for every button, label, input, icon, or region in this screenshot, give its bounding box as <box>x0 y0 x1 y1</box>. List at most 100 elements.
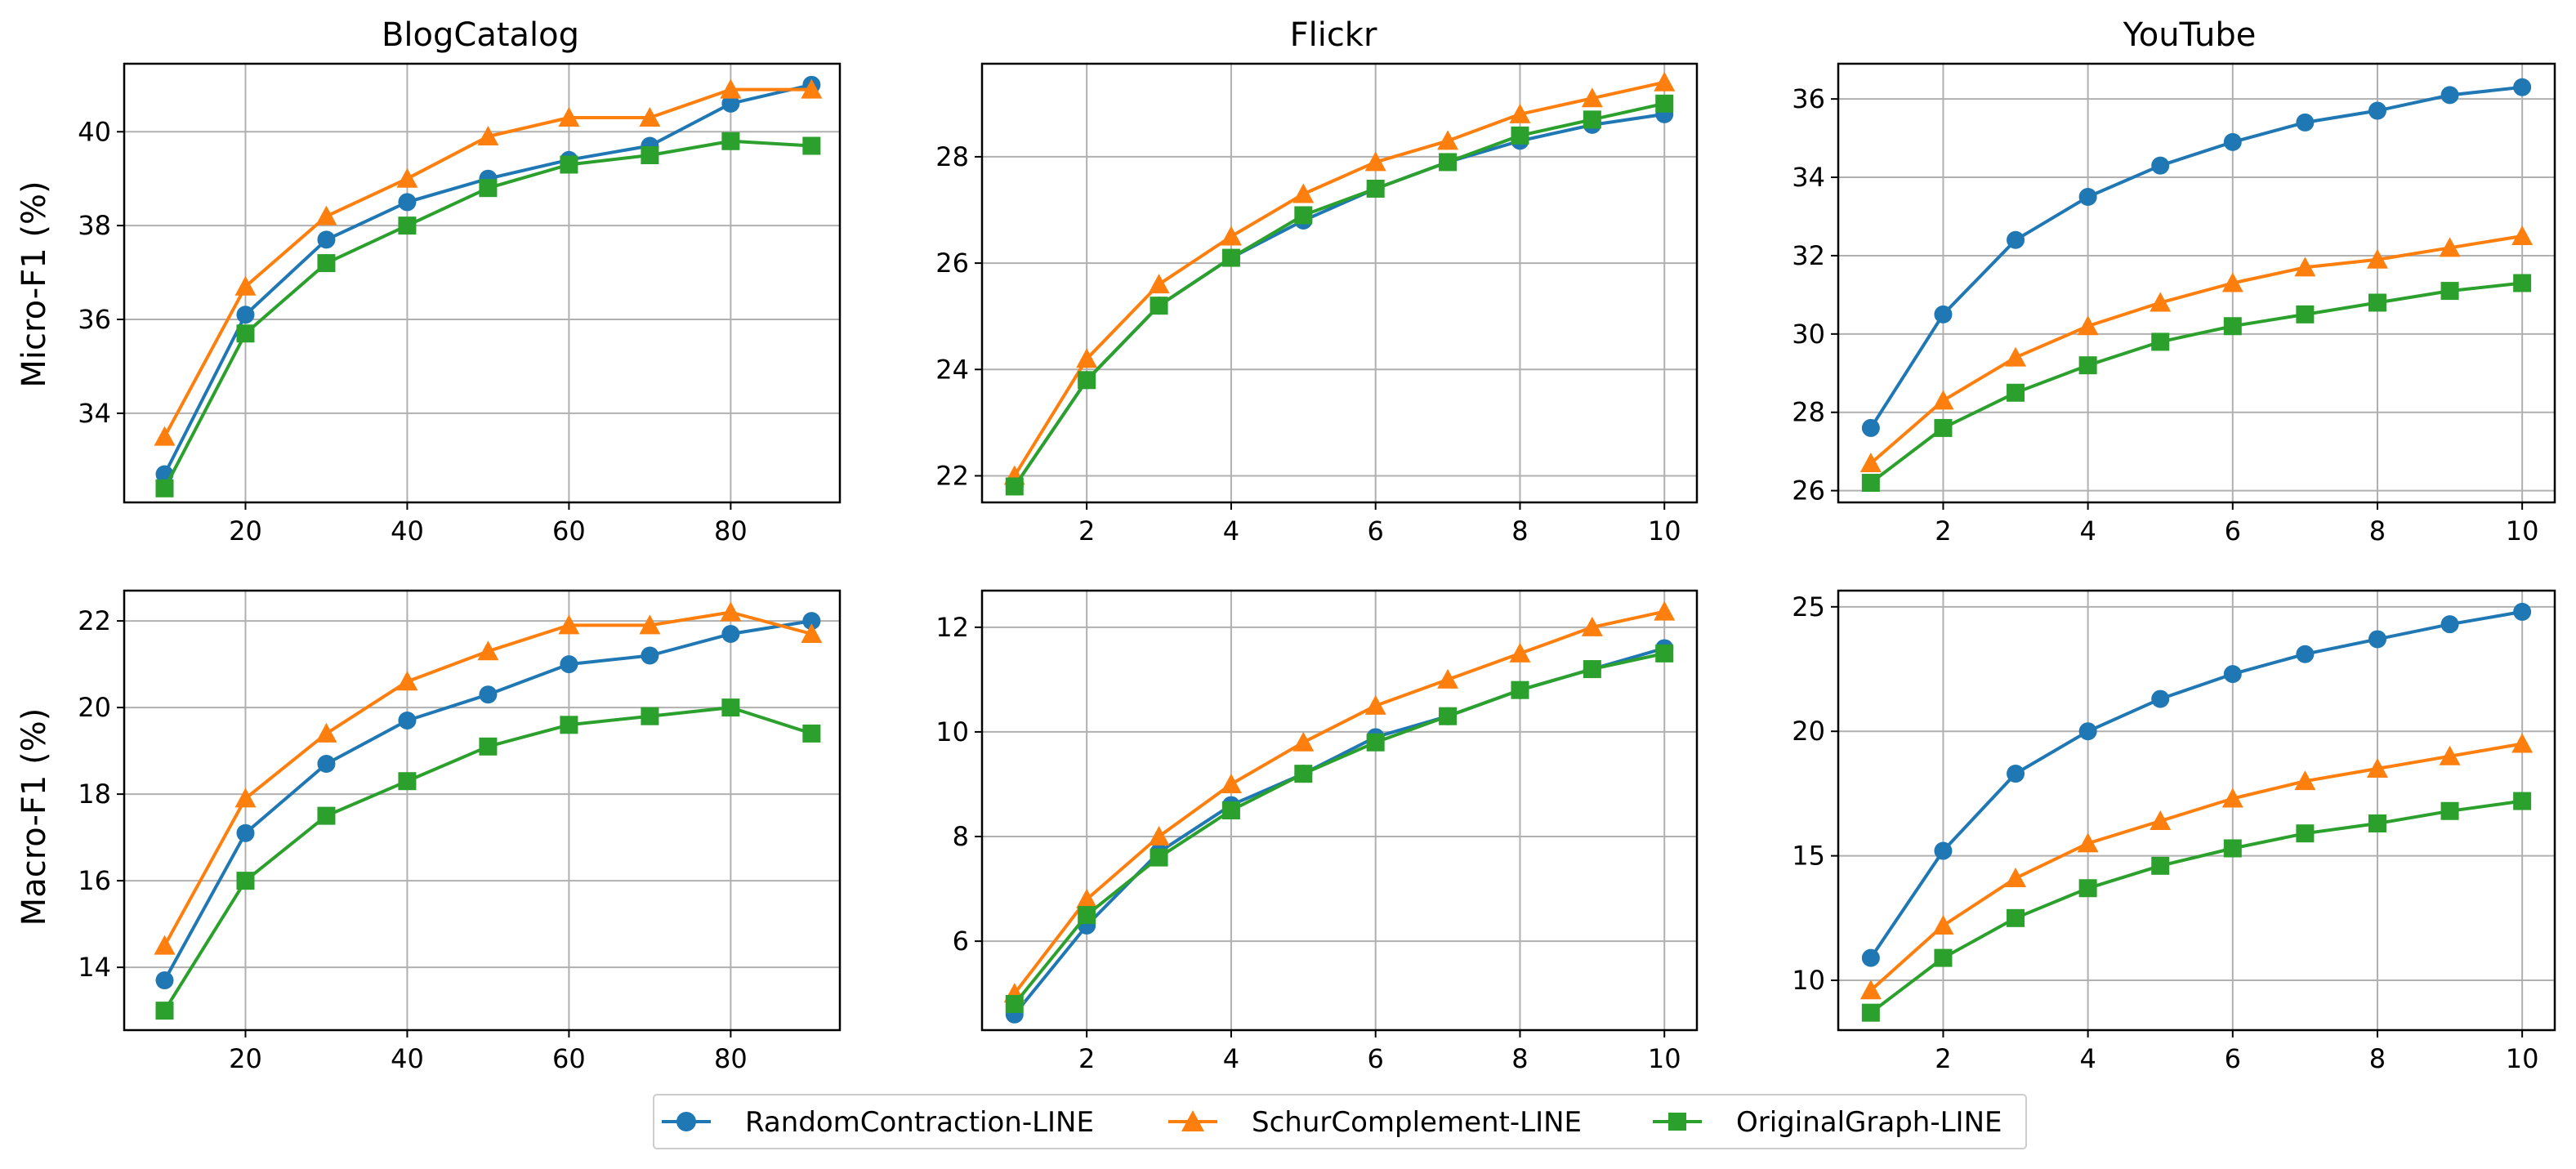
y-tick-label: 20 <box>78 692 111 723</box>
data-point-randomcontraction-line <box>1934 841 1953 860</box>
data-point-schurcomplement-line <box>2150 810 2172 830</box>
series-line-schurcomplement-line <box>1013 80 1665 477</box>
x-tick-label: 6 <box>2225 1043 2241 1074</box>
legend-entry-randomcontraction: RandomContraction-LINE <box>662 1106 1094 1139</box>
data-point-schurcomplement-line <box>234 275 257 296</box>
data-point-originalgraph-line <box>1221 801 1240 819</box>
data-point-originalgraph-line <box>479 179 498 198</box>
data-point-schurcomplement-line <box>639 614 661 635</box>
data-point-schurcomplement-line <box>1859 979 1882 1000</box>
data-point-randomcontraction-line <box>1861 948 1880 967</box>
data-point-schurcomplement-line <box>2439 237 2461 257</box>
x-tick-label: 10 <box>1648 515 1681 547</box>
data-point-schurcomplement-line <box>2077 315 2099 336</box>
y-tick-label: 8 <box>953 821 969 852</box>
data-point-schurcomplement-line <box>1509 103 1531 123</box>
data-point-originalgraph-line <box>1511 680 1529 699</box>
data-point-originalgraph-line <box>2151 856 2170 875</box>
y-tick-label: 10 <box>1792 965 1825 996</box>
series-line-schurcomplement-line <box>1013 609 1665 995</box>
x-tick-label: 4 <box>1223 1043 1239 1074</box>
data-point-originalgraph-line <box>1583 110 1601 129</box>
axes-frame <box>1837 589 2556 1032</box>
data-point-randomcontraction-line <box>721 625 740 644</box>
legend-label-originalgraph: OriginalGraph-LINE <box>1736 1106 2002 1139</box>
data-point-schurcomplement-line <box>639 107 661 127</box>
data-point-originalgraph-line <box>1366 733 1385 752</box>
x-tick-label: 60 <box>552 1043 586 1074</box>
y-tick-label: 26 <box>1792 475 1825 506</box>
data-point-schurcomplement-line <box>396 671 418 691</box>
data-point-randomcontraction-line <box>2007 765 2025 783</box>
data-point-schurcomplement-line <box>2511 225 2534 245</box>
panel-title-blogcatalog: BlogCatalog <box>382 16 579 54</box>
y-tick-label: 12 <box>935 612 969 643</box>
data-point-originalgraph-line <box>1221 248 1240 267</box>
x-tick-label: 60 <box>552 515 586 547</box>
data-point-schurcomplement-line <box>801 623 823 644</box>
data-point-randomcontraction-line <box>802 612 821 631</box>
data-point-randomcontraction-line <box>398 712 417 730</box>
axes-frame <box>1837 62 2556 504</box>
data-point-originalgraph-line <box>1294 206 1313 225</box>
x-tick-label: 10 <box>2506 1043 2539 1074</box>
data-point-originalgraph-line <box>1150 848 1168 867</box>
data-point-originalgraph-line <box>2513 792 2532 810</box>
data-point-schurcomplement-line <box>396 167 418 188</box>
data-point-originalgraph-line <box>2078 356 2097 375</box>
data-point-originalgraph-line <box>1655 644 1674 663</box>
data-point-schurcomplement-line <box>1932 914 1954 935</box>
data-point-randomcontraction-line <box>236 823 255 842</box>
data-point-schurcomplement-line <box>1148 274 1170 294</box>
data-point-originalgraph-line <box>236 872 255 890</box>
series-line-schurcomplement-line <box>1869 742 2523 992</box>
y-tick-label: 36 <box>78 304 111 335</box>
data-point-schurcomplement-line <box>1859 453 1882 473</box>
axes-frame <box>980 589 1699 1032</box>
y-tick-label: 22 <box>935 460 969 491</box>
x-tick-label: 40 <box>391 515 424 547</box>
y-tick-label: 24 <box>935 354 969 385</box>
data-point-randomcontraction-line <box>2440 615 2459 634</box>
y-tick-label: 32 <box>1792 240 1825 271</box>
y-tick-label: 28 <box>935 141 969 172</box>
data-point-originalgraph-line <box>721 132 740 150</box>
x-tick-label: 6 <box>1368 1043 1384 1074</box>
series-line-schurcomplement-line <box>1869 234 2523 465</box>
y-tick-label: 6 <box>953 926 969 957</box>
data-point-originalgraph-line <box>641 145 659 164</box>
data-point-originalgraph-line <box>641 707 659 725</box>
x-tick-label: 2 <box>1078 1043 1095 1074</box>
data-point-schurcomplement-line <box>1364 694 1386 715</box>
data-point-schurcomplement-line <box>2150 292 2172 312</box>
y-axis-label-micro-f1: Micro-F1 (%) <box>16 181 53 387</box>
data-point-originalgraph-line <box>1439 707 1458 725</box>
data-point-schurcomplement-line <box>154 935 176 955</box>
data-point-randomcontraction-line <box>2223 132 2242 151</box>
data-point-originalgraph-line <box>2151 332 2170 351</box>
data-point-originalgraph-line <box>2440 801 2459 820</box>
data-point-schurcomplement-line <box>1292 183 1315 203</box>
data-point-randomcontraction-line <box>155 971 174 990</box>
data-point-schurcomplement-line <box>2294 257 2316 277</box>
x-tick-label: 2 <box>1935 515 1951 547</box>
y-tick-label: 40 <box>78 116 111 147</box>
data-point-originalgraph-line <box>155 1002 174 1020</box>
chart-panel-6: 2 4 6 8 10 10 15 20 25 <box>1792 589 2556 1074</box>
x-tick-label: 2 <box>1078 515 1095 547</box>
data-point-schurcomplement-line <box>1364 151 1386 172</box>
data-point-schurcomplement-line <box>315 205 337 225</box>
data-point-originalgraph-line <box>1005 477 1024 496</box>
data-point-originalgraph-line <box>1439 153 1458 172</box>
x-tick-label: 4 <box>1223 515 1239 547</box>
y-tick-label: 30 <box>1792 319 1825 350</box>
x-tick-label: 6 <box>1368 515 1384 547</box>
data-point-schurcomplement-line <box>2366 248 2388 269</box>
legend-marker-triangle <box>1181 1110 1204 1131</box>
data-point-schurcomplement-line <box>2294 770 2316 791</box>
y-tick-label: 34 <box>78 398 111 429</box>
y-tick-label: 16 <box>78 865 111 896</box>
chart-panel-4: 20 40 60 80 14 16 18 20 22 <box>78 589 842 1074</box>
data-point-randomcontraction-line <box>236 306 255 324</box>
